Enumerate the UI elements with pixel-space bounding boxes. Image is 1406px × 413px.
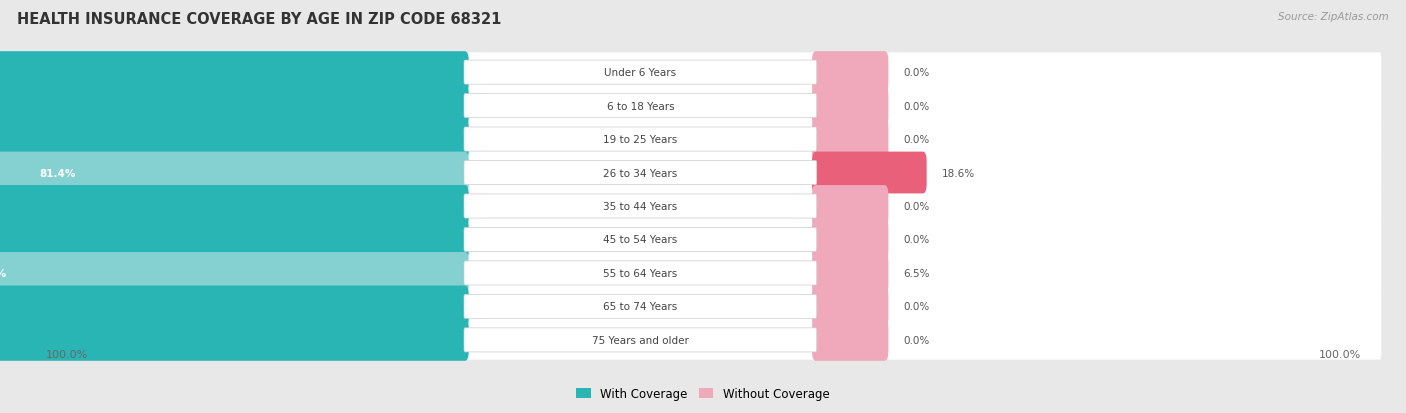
FancyBboxPatch shape: [464, 294, 817, 319]
FancyBboxPatch shape: [464, 195, 817, 218]
Text: 65 to 74 Years: 65 to 74 Years: [603, 301, 678, 312]
Text: 75 Years and older: 75 Years and older: [592, 335, 689, 345]
FancyBboxPatch shape: [813, 119, 889, 161]
Text: 0.0%: 0.0%: [904, 101, 929, 112]
Text: 0.0%: 0.0%: [904, 335, 929, 345]
Text: Source: ZipAtlas.com: Source: ZipAtlas.com: [1278, 12, 1389, 22]
FancyBboxPatch shape: [0, 152, 468, 194]
Text: 0.0%: 0.0%: [904, 202, 929, 211]
FancyBboxPatch shape: [464, 228, 817, 252]
Text: 18.6%: 18.6%: [942, 168, 974, 178]
Text: 0.0%: 0.0%: [904, 301, 929, 312]
FancyBboxPatch shape: [813, 85, 889, 127]
FancyBboxPatch shape: [464, 161, 817, 185]
FancyBboxPatch shape: [464, 94, 817, 119]
FancyBboxPatch shape: [27, 188, 1379, 225]
Text: 0.0%: 0.0%: [904, 68, 929, 78]
Text: 6.5%: 6.5%: [904, 268, 929, 278]
FancyBboxPatch shape: [27, 121, 1379, 159]
FancyBboxPatch shape: [27, 154, 1379, 192]
FancyBboxPatch shape: [464, 61, 817, 85]
Text: 45 to 54 Years: 45 to 54 Years: [603, 235, 678, 245]
FancyBboxPatch shape: [25, 220, 1381, 260]
FancyBboxPatch shape: [813, 319, 889, 361]
FancyBboxPatch shape: [0, 119, 468, 161]
FancyBboxPatch shape: [25, 187, 1381, 226]
FancyBboxPatch shape: [0, 252, 468, 294]
FancyBboxPatch shape: [27, 254, 1379, 292]
Text: 35 to 44 Years: 35 to 44 Years: [603, 202, 678, 211]
Text: 19 to 25 Years: 19 to 25 Years: [603, 135, 678, 145]
FancyBboxPatch shape: [464, 128, 817, 152]
Text: 81.4%: 81.4%: [39, 168, 76, 178]
Text: 100.0%: 100.0%: [1319, 349, 1361, 359]
FancyBboxPatch shape: [0, 185, 468, 228]
Text: 26 to 34 Years: 26 to 34 Years: [603, 168, 678, 178]
FancyBboxPatch shape: [0, 286, 468, 328]
FancyBboxPatch shape: [813, 152, 927, 194]
FancyBboxPatch shape: [464, 261, 817, 285]
Text: 0.0%: 0.0%: [904, 135, 929, 145]
Text: HEALTH INSURANCE COVERAGE BY AGE IN ZIP CODE 68321: HEALTH INSURANCE COVERAGE BY AGE IN ZIP …: [17, 12, 502, 27]
FancyBboxPatch shape: [0, 219, 468, 261]
FancyBboxPatch shape: [813, 52, 889, 94]
FancyBboxPatch shape: [25, 320, 1381, 360]
FancyBboxPatch shape: [0, 85, 468, 127]
FancyBboxPatch shape: [813, 219, 889, 261]
FancyBboxPatch shape: [27, 321, 1379, 359]
Text: Under 6 Years: Under 6 Years: [605, 68, 676, 78]
FancyBboxPatch shape: [813, 185, 889, 228]
FancyBboxPatch shape: [25, 287, 1381, 326]
FancyBboxPatch shape: [27, 87, 1379, 126]
Text: 100.0%: 100.0%: [45, 349, 87, 359]
FancyBboxPatch shape: [0, 319, 468, 361]
FancyBboxPatch shape: [813, 252, 889, 294]
Text: 93.5%: 93.5%: [0, 268, 6, 278]
FancyBboxPatch shape: [25, 153, 1381, 193]
FancyBboxPatch shape: [25, 87, 1381, 126]
Text: 55 to 64 Years: 55 to 64 Years: [603, 268, 678, 278]
Text: 6 to 18 Years: 6 to 18 Years: [606, 101, 675, 112]
Legend: With Coverage, Without Coverage: With Coverage, Without Coverage: [572, 382, 834, 405]
FancyBboxPatch shape: [813, 286, 889, 328]
Text: 0.0%: 0.0%: [904, 235, 929, 245]
FancyBboxPatch shape: [25, 120, 1381, 159]
FancyBboxPatch shape: [0, 52, 468, 94]
FancyBboxPatch shape: [27, 221, 1379, 259]
FancyBboxPatch shape: [25, 254, 1381, 293]
FancyBboxPatch shape: [27, 54, 1379, 92]
FancyBboxPatch shape: [27, 287, 1379, 326]
FancyBboxPatch shape: [25, 53, 1381, 93]
FancyBboxPatch shape: [464, 328, 817, 352]
